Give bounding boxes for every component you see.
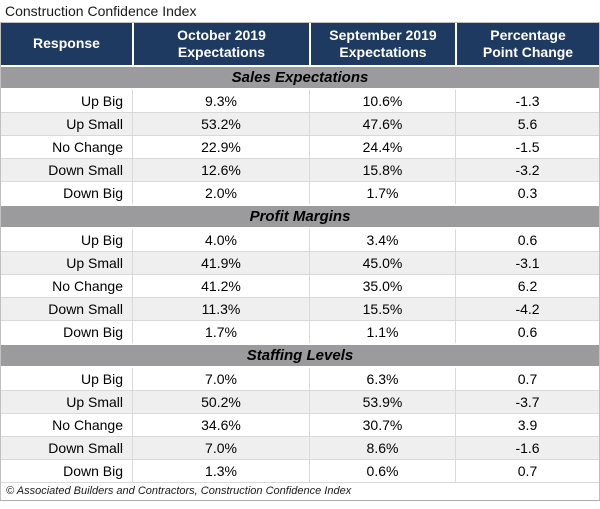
cell-response: Up Small: [66, 255, 123, 271]
cell-september: 10.6%: [309, 90, 455, 112]
cell-response: Down Big: [63, 463, 123, 479]
cell-september: 45.0%: [309, 252, 455, 274]
data-table: Response October 2019 Expectations Septe…: [0, 22, 600, 501]
cell-change: -1.3: [455, 90, 599, 112]
cell-september: 47.6%: [309, 113, 455, 135]
table-row: Down Small 7.0% 8.6% -1.6: [1, 436, 599, 459]
table-row: Up Small 53.2% 47.6% 5.6: [1, 112, 599, 135]
cell-october: 34.6%: [132, 414, 309, 436]
header-cell-response: Response: [33, 35, 100, 52]
header-cell-change: Percentage Point Change: [455, 23, 599, 65]
cell-october: 50.2%: [132, 391, 309, 413]
cell-change: 6.2: [455, 275, 599, 297]
cell-response: No Change: [52, 417, 123, 433]
cell-september: 24.4%: [309, 136, 455, 158]
cell-october: 12.6%: [132, 159, 309, 181]
cell-october: 7.0%: [132, 368, 309, 390]
cell-october: 53.2%: [132, 113, 309, 135]
cell-response: Up Big: [80, 93, 123, 109]
table-row: Up Big 4.0% 3.4% 0.6: [1, 229, 599, 251]
cell-september: 6.3%: [309, 368, 455, 390]
cell-change: -3.2: [455, 159, 599, 181]
header-row: Response October 2019 Expectations Septe…: [1, 23, 599, 65]
cell-october: 4.0%: [132, 229, 309, 251]
table-row: Down Small 11.3% 15.5% -4.2: [1, 297, 599, 320]
cell-september: 1.1%: [309, 321, 455, 343]
table-row: Down Big 2.0% 1.7% 0.3: [1, 181, 599, 204]
cell-response: Up Big: [80, 232, 123, 248]
cell-change: 3.9: [455, 414, 599, 436]
cell-september: 3.4%: [309, 229, 455, 251]
cell-october: 41.9%: [132, 252, 309, 274]
cell-october: 9.3%: [132, 90, 309, 112]
page-title: Construction Confidence Index: [5, 3, 197, 19]
cell-september: 53.9%: [309, 391, 455, 413]
table-row: Down Small 12.6% 15.8% -3.2: [1, 158, 599, 181]
cell-october: 2.0%: [132, 182, 309, 204]
table-row: Up Small 41.9% 45.0% -3.1: [1, 251, 599, 274]
cell-october: 7.0%: [132, 437, 309, 459]
table-row: Up Big 7.0% 6.3% 0.7: [1, 368, 599, 390]
cell-response: Down Small: [48, 301, 123, 317]
cell-response: Down Small: [48, 162, 123, 178]
cell-change: 0.6: [455, 229, 599, 251]
table-row: Up Big 9.3% 10.6% -1.3: [1, 90, 599, 112]
table-row: No Change 41.2% 35.0% 6.2: [1, 274, 599, 297]
table-row: Down Big 1.7% 1.1% 0.6: [1, 320, 599, 343]
cell-september: 15.5%: [309, 298, 455, 320]
cell-change: -4.2: [455, 298, 599, 320]
cell-october: 22.9%: [132, 136, 309, 158]
header-cell-october: October 2019 Expectations: [132, 23, 309, 65]
section-header-sales: Sales Expectations: [1, 65, 599, 90]
section-header-profit: Profit Margins: [1, 204, 599, 229]
cell-response: Up Small: [66, 394, 123, 410]
cell-response: Up Small: [66, 116, 123, 132]
cell-october: 1.7%: [132, 321, 309, 343]
table-row: Up Small 50.2% 53.9% -3.7: [1, 390, 599, 413]
cell-change: 5.6: [455, 113, 599, 135]
cell-response: No Change: [52, 278, 123, 294]
cell-september: 30.7%: [309, 414, 455, 436]
cell-response: Down Big: [63, 324, 123, 340]
cell-response: Up Big: [80, 371, 123, 387]
cell-september: 35.0%: [309, 275, 455, 297]
cell-september: 15.8%: [309, 159, 455, 181]
cell-response: No Change: [52, 139, 123, 155]
cell-change: 0.6: [455, 321, 599, 343]
cell-september: 1.7%: [309, 182, 455, 204]
cell-change: 0.7: [455, 368, 599, 390]
cell-september: 0.6%: [309, 460, 455, 482]
table-row: No Change 22.9% 24.4% -1.5: [1, 135, 599, 158]
cell-change: -3.7: [455, 391, 599, 413]
footer-credit: © Associated Builders and Contractors, C…: [1, 482, 599, 500]
table-row: No Change 34.6% 30.7% 3.9: [1, 413, 599, 436]
section-header-staffing: Staffing Levels: [1, 343, 599, 368]
cell-october: 1.3%: [132, 460, 309, 482]
cell-october: 11.3%: [132, 298, 309, 320]
table-row: Down Big 1.3% 0.6% 0.7: [1, 459, 599, 482]
cell-change: 0.7: [455, 460, 599, 482]
cell-response: Down Big: [63, 185, 123, 201]
header-cell-september: September 2019 Expectations: [309, 23, 455, 65]
cell-change: 0.3: [455, 182, 599, 204]
cell-october: 41.2%: [132, 275, 309, 297]
cell-response: Down Small: [48, 440, 123, 456]
cell-change: -1.5: [455, 136, 599, 158]
cell-change: -1.6: [455, 437, 599, 459]
cell-september: 8.6%: [309, 437, 455, 459]
cell-change: -3.1: [455, 252, 599, 274]
